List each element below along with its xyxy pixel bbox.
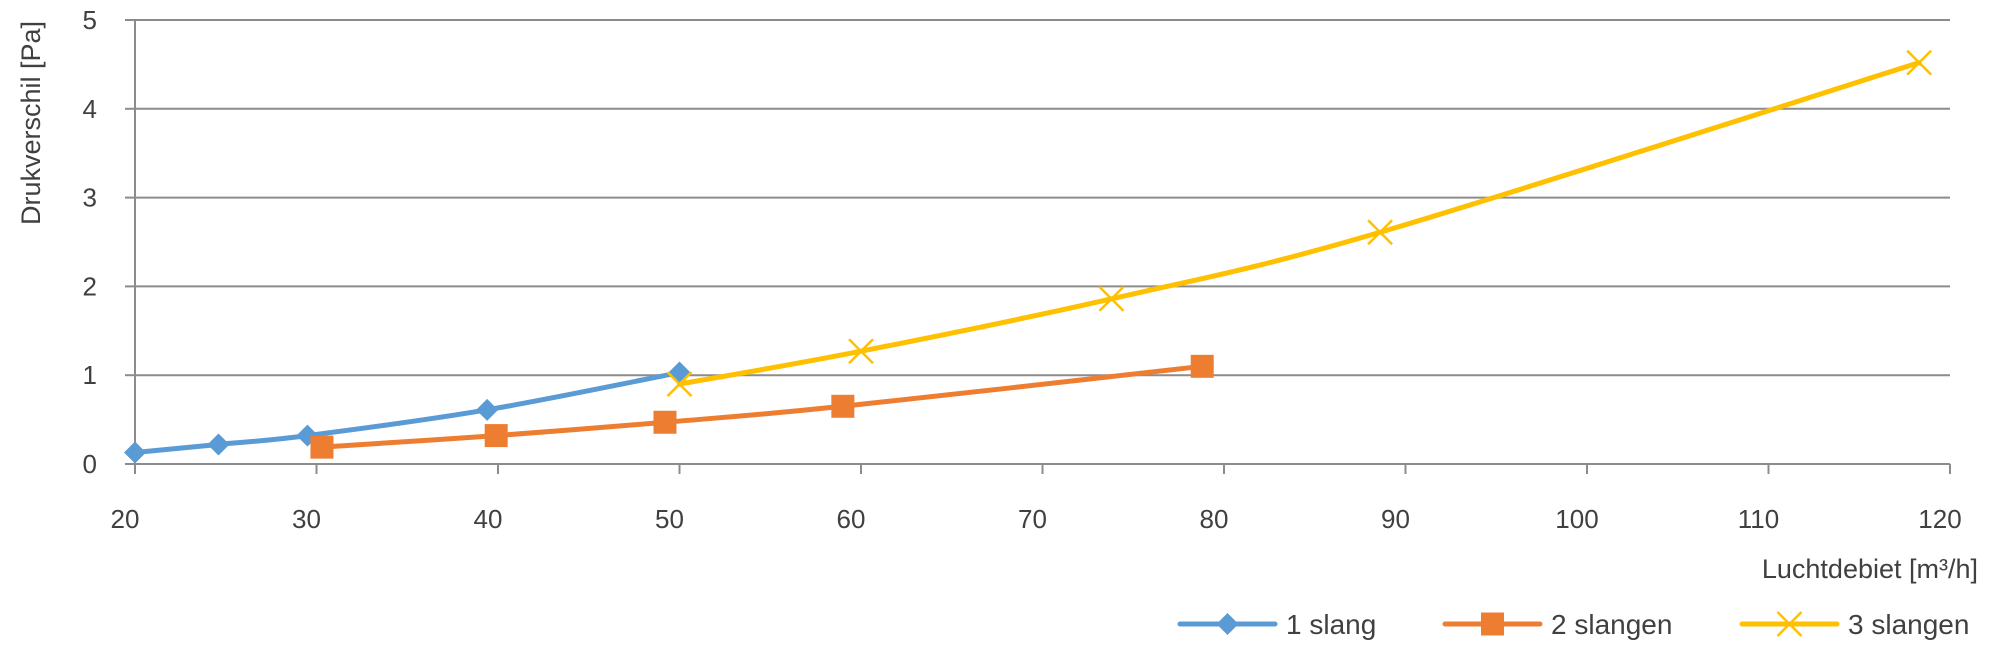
data-point-square — [310, 435, 334, 459]
data-point-square — [831, 394, 855, 418]
data-point-x — [1098, 285, 1125, 312]
legend-marker-shape — [1216, 613, 1239, 635]
x-tick-label: 30 — [292, 504, 321, 534]
x-tick-label: 60 — [837, 504, 866, 534]
y-tick-label: 3 — [83, 183, 97, 213]
legend-square-marker — [1481, 612, 1504, 636]
data-point-diamond — [124, 441, 146, 464]
series-lines — [132, 60, 1922, 455]
data-point-x — [1367, 219, 1393, 246]
data-point-diamond — [207, 433, 230, 456]
x-marker-stroke — [666, 371, 693, 397]
legend-item-1-slang[interactable]: 1 slang — [1177, 609, 1376, 640]
series-markers — [124, 49, 1933, 464]
data-point-x — [1906, 49, 1933, 76]
data-point-square — [653, 410, 677, 434]
x-marker-stroke — [1367, 219, 1393, 246]
gridlines — [135, 19, 1950, 377]
legend-label: 2 slangen — [1551, 609, 1672, 640]
y-tick-label: 1 — [83, 360, 97, 390]
x-marker-stroke — [1906, 49, 1933, 76]
series-line-0 — [132, 370, 682, 455]
legend-marker-shape — [1481, 612, 1504, 636]
x-tick-label: 120 — [1918, 504, 1961, 534]
legend-x-marker — [1776, 611, 1803, 637]
legend: 1 slang 2 slangen 3 slangen — [1177, 609, 1969, 640]
x-marker-stroke — [1098, 285, 1125, 312]
y-tick-label: 5 — [83, 5, 97, 35]
x-marker-stroke — [848, 338, 874, 365]
series-line-1 — [319, 363, 1205, 450]
data-point-diamond — [476, 398, 499, 421]
legend-item-3-slangen[interactable]: 3 slangen — [1739, 609, 1969, 640]
x-tick-label: 90 — [1381, 504, 1410, 534]
data-point-square — [1190, 354, 1214, 378]
x-tick-label: 40 — [474, 504, 503, 534]
legend-marker-shape — [1776, 611, 1803, 637]
y-tick-label: 0 — [83, 449, 97, 479]
x-tick-label: 70 — [1018, 504, 1047, 534]
x-tick-label: 50 — [655, 504, 684, 534]
y-tick-label: 2 — [83, 271, 97, 301]
legend-label: 1 slang — [1286, 609, 1376, 640]
legend-diamond-marker — [1216, 613, 1239, 635]
x-tick-label: 20 — [111, 504, 140, 534]
x-axis-title: Luchtdebiet [m³/h] — [1762, 554, 1978, 584]
y-tick-label: 4 — [83, 94, 97, 124]
x-marker-stroke — [1776, 611, 1803, 637]
legend-item-2-slangen[interactable]: 2 slangen — [1442, 609, 1672, 640]
tick-labels: 0 1 2 3 4 5 20 30 40 50 60 70 80 90 100 110 120 — [83, 5, 1962, 534]
series-line-2 — [677, 60, 1922, 387]
axes — [125, 19, 1951, 474]
x-tick-label: 100 — [1555, 504, 1598, 534]
x-tick-label: 80 — [1200, 504, 1229, 534]
data-point-square — [484, 424, 508, 448]
legend-label: 3 slangen — [1848, 609, 1969, 640]
y-axis-title: Drukverschil [Pa] — [16, 21, 46, 225]
data-point-x — [666, 371, 693, 397]
x-tick-label: 110 — [1738, 504, 1779, 534]
data-point-x — [848, 338, 874, 365]
